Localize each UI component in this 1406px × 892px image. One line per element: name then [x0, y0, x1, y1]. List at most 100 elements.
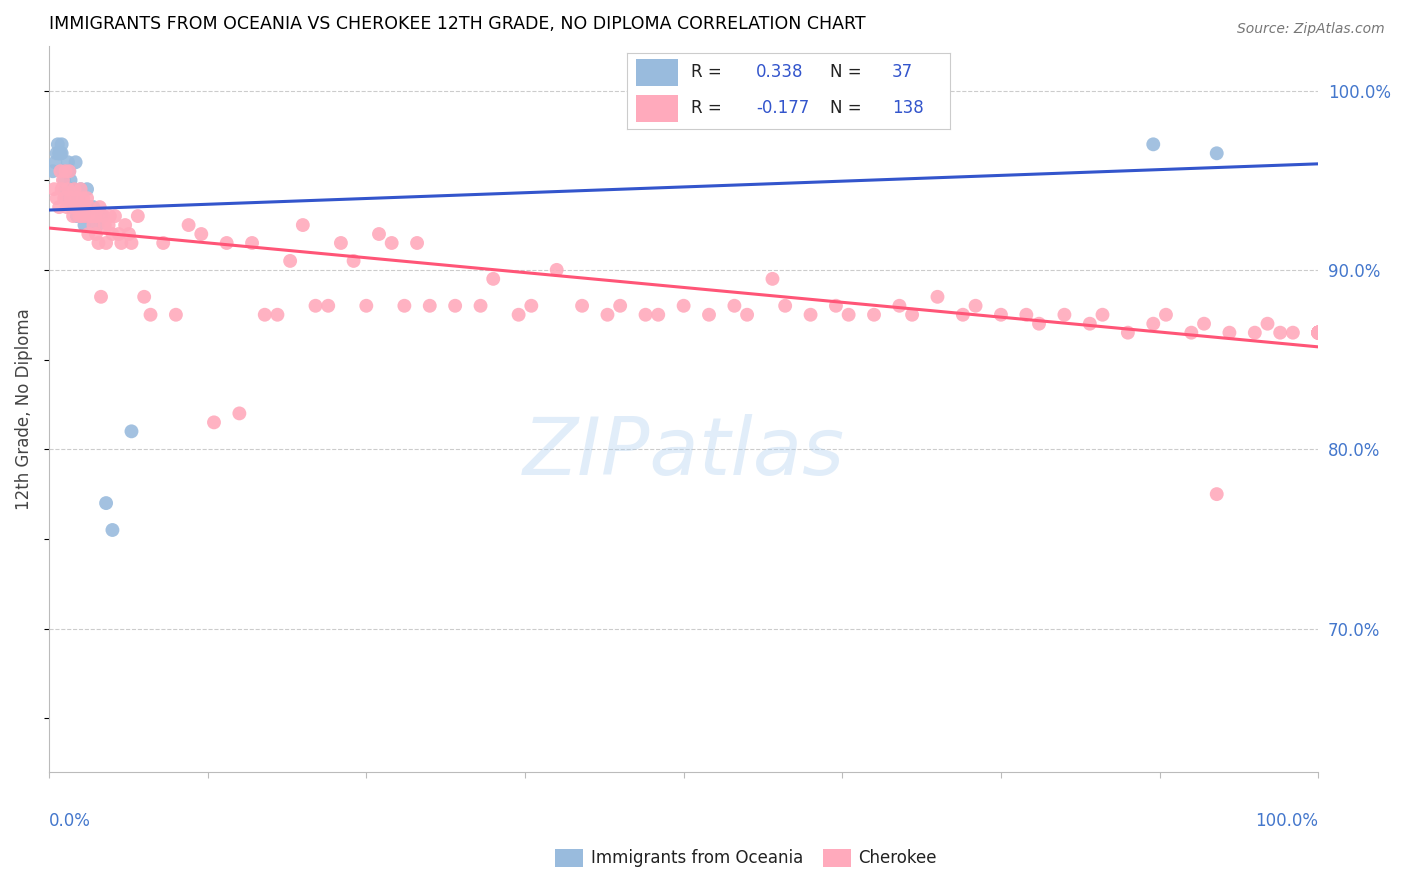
- Point: [1308, 326, 1330, 340]
- Text: ZIPatlas: ZIPatlas: [523, 414, 845, 491]
- Point: [49, 146, 72, 161]
- Point: [62, 209, 84, 223]
- Point: [1308, 326, 1330, 340]
- Point: [79, 200, 101, 214]
- Point: [1308, 326, 1330, 340]
- Point: [63, 182, 86, 196]
- Point: [202, 416, 225, 430]
- Point: [59, 173, 82, 187]
- Point: [1308, 326, 1330, 340]
- Point: [482, 272, 505, 286]
- Point: [799, 308, 821, 322]
- Point: [65, 155, 87, 169]
- Point: [70, 209, 93, 223]
- Point: [444, 299, 467, 313]
- Point: [56, 182, 79, 196]
- Point: [107, 227, 129, 241]
- Point: [927, 290, 949, 304]
- Point: [1015, 308, 1038, 322]
- Point: [1243, 326, 1265, 340]
- Point: [69, 182, 91, 196]
- Text: 0.0%: 0.0%: [49, 812, 91, 830]
- Point: [66, 209, 89, 223]
- Point: [94, 496, 117, 510]
- Point: [89, 200, 111, 214]
- Point: [1308, 326, 1330, 340]
- Point: [419, 299, 441, 313]
- Point: [67, 209, 90, 223]
- Point: [1308, 326, 1330, 340]
- Point: [1308, 326, 1330, 340]
- Point: [59, 191, 82, 205]
- Point: [51, 137, 73, 152]
- Point: [266, 308, 288, 322]
- Point: [1308, 326, 1330, 340]
- Point: [1053, 308, 1076, 322]
- Point: [52, 173, 75, 187]
- Point: [44, 155, 66, 169]
- Point: [1256, 317, 1278, 331]
- Point: [1308, 326, 1330, 340]
- Point: [56, 164, 79, 178]
- Point: [152, 235, 174, 250]
- Point: [84, 227, 107, 241]
- Point: [45, 146, 67, 161]
- Point: [62, 200, 84, 214]
- Point: [82, 218, 104, 232]
- Point: [97, 218, 120, 232]
- Point: [45, 191, 67, 205]
- Point: [470, 299, 492, 313]
- Point: [1308, 326, 1330, 340]
- Point: [304, 299, 326, 313]
- Point: [342, 254, 364, 268]
- Point: [1142, 137, 1164, 152]
- Point: [42, 182, 65, 196]
- Text: Immigrants from Oceania: Immigrants from Oceania: [591, 849, 803, 867]
- Point: [76, 182, 98, 196]
- Point: [101, 523, 124, 537]
- Point: [72, 209, 94, 223]
- Point: [825, 299, 848, 313]
- Point: [634, 308, 657, 322]
- Point: [55, 200, 77, 214]
- Point: [381, 235, 404, 250]
- Point: [82, 209, 104, 223]
- Point: [228, 406, 250, 420]
- Point: [121, 235, 143, 250]
- Point: [66, 191, 89, 205]
- Point: [356, 299, 378, 313]
- Point: [1091, 308, 1114, 322]
- Point: [67, 191, 90, 205]
- Point: [1308, 326, 1330, 340]
- Point: [1308, 326, 1330, 340]
- Point: [1308, 326, 1330, 340]
- Point: [1308, 326, 1330, 340]
- Point: [86, 218, 108, 232]
- Point: [190, 227, 212, 241]
- Point: [215, 235, 238, 250]
- Point: [1308, 326, 1330, 340]
- Point: [58, 182, 80, 196]
- Point: [58, 164, 80, 178]
- Point: [1154, 308, 1177, 322]
- Point: [94, 218, 117, 232]
- Point: [723, 299, 745, 313]
- Point: [1308, 326, 1330, 340]
- Point: [77, 227, 100, 241]
- Point: [609, 299, 631, 313]
- Point: [1078, 317, 1101, 331]
- Point: [121, 425, 143, 439]
- Point: [80, 209, 103, 223]
- Point: [1142, 317, 1164, 331]
- Point: [329, 235, 352, 250]
- Point: [316, 299, 339, 313]
- Point: [118, 227, 141, 241]
- Text: IMMIGRANTS FROM OCEANIA VS CHEROKEE 12TH GRADE, NO DIPLOMA CORRELATION CHART: IMMIGRANTS FROM OCEANIA VS CHEROKEE 12TH…: [49, 15, 866, 33]
- Point: [1192, 317, 1215, 331]
- Point: [697, 308, 720, 322]
- Y-axis label: 12th Grade, No Diploma: 12th Grade, No Diploma: [15, 308, 32, 510]
- Point: [58, 164, 80, 178]
- Point: [253, 308, 276, 322]
- Point: [394, 299, 416, 313]
- Point: [901, 308, 924, 322]
